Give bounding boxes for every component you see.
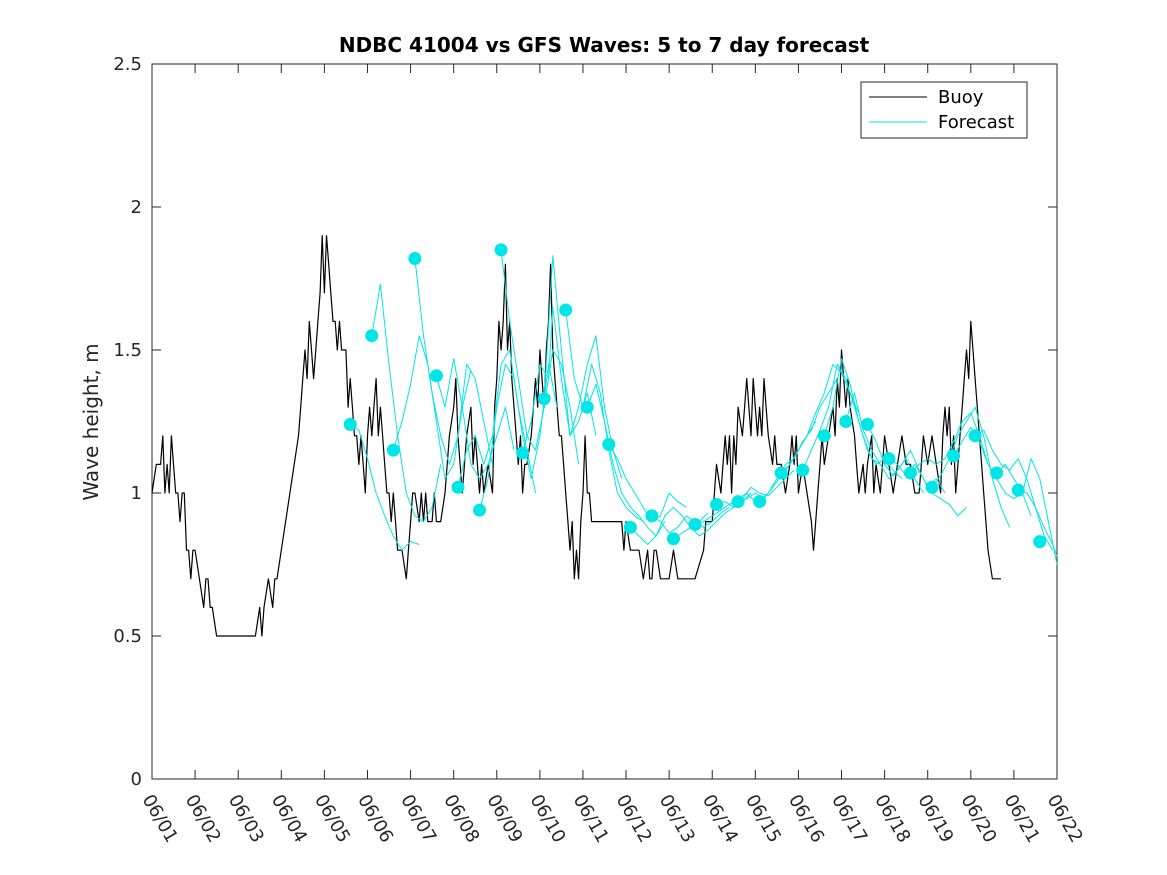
forecast-series-line xyxy=(802,363,881,471)
forecast-series-line xyxy=(716,469,795,508)
forecast-marker xyxy=(516,446,530,460)
forecast-series-line xyxy=(543,255,623,479)
forecast-marker xyxy=(731,495,745,509)
forecast-marker xyxy=(645,509,659,523)
forecast-series-line xyxy=(586,383,666,537)
forecast-marker xyxy=(968,429,982,443)
forecast-series-line xyxy=(651,506,730,534)
forecast-marker xyxy=(429,369,443,383)
legend: Buoy Forecast xyxy=(860,81,1028,139)
forecast-marker-layer xyxy=(343,243,1047,549)
forecast-marker xyxy=(990,466,1004,480)
forecast-marker xyxy=(386,443,400,457)
forecast-marker xyxy=(688,517,702,531)
forecast-series-line xyxy=(414,258,493,465)
forecast-marker xyxy=(839,415,853,428)
forecast-marker xyxy=(947,449,961,463)
forecast-marker xyxy=(796,463,810,477)
forecast-series-line xyxy=(996,458,1058,565)
y-axis-label: Wave height, m xyxy=(79,343,103,500)
forecast-marker xyxy=(580,400,594,414)
legend-box xyxy=(860,81,1028,139)
legend-buoy-label: Buoy xyxy=(938,87,984,108)
y-tick-label: 0.5 xyxy=(113,626,142,647)
series-layer xyxy=(151,235,1058,637)
forecast-series-line xyxy=(910,412,989,474)
y-tick-label: 1 xyxy=(131,483,142,504)
forecast-series-line xyxy=(974,429,1054,551)
forecast-marker xyxy=(860,417,874,431)
forecast-marker xyxy=(343,417,357,431)
forecast-series-line xyxy=(457,349,536,494)
forecast-series-line xyxy=(1018,489,1058,557)
forecast-marker xyxy=(666,532,680,546)
forecast-marker xyxy=(925,480,939,494)
forecast-marker xyxy=(774,466,788,480)
forecast-series-line xyxy=(780,363,860,474)
forecast-marker xyxy=(882,452,896,466)
forecast-series-line xyxy=(931,406,1011,528)
forecast-marker xyxy=(451,480,465,494)
y-tick-label: 1.5 xyxy=(113,340,142,361)
forecast-marker xyxy=(903,466,917,480)
y-tick-label: 0 xyxy=(131,769,142,790)
forecast-marker xyxy=(473,503,487,517)
forecast-marker xyxy=(602,437,616,451)
forecast-marker xyxy=(817,429,831,443)
forecast-marker xyxy=(1011,483,1025,497)
forecast-marker xyxy=(537,392,551,406)
forecast-marker xyxy=(365,329,379,343)
forecast-marker xyxy=(1033,535,1047,549)
forecast-series-line xyxy=(435,358,515,480)
forecast-marker xyxy=(408,251,422,265)
forecast-series-line xyxy=(371,283,442,523)
forecast-marker xyxy=(559,303,573,317)
forecast-marker xyxy=(494,243,508,257)
chart-title: NDBC 41004 vs GFS Waves: 5 to 7 day fore… xyxy=(339,33,870,57)
forecast-marker xyxy=(710,497,724,511)
y-tick-label: 2.5 xyxy=(113,54,142,75)
forecast-series-line xyxy=(349,423,420,551)
forecast-series-line xyxy=(500,249,580,465)
forecast-marker xyxy=(623,520,637,534)
buoy-series-line xyxy=(151,235,1001,637)
y-tick-label: 2 xyxy=(131,197,142,218)
forecast-marker xyxy=(753,495,767,509)
legend-forecast-label: Forecast xyxy=(938,112,1014,133)
